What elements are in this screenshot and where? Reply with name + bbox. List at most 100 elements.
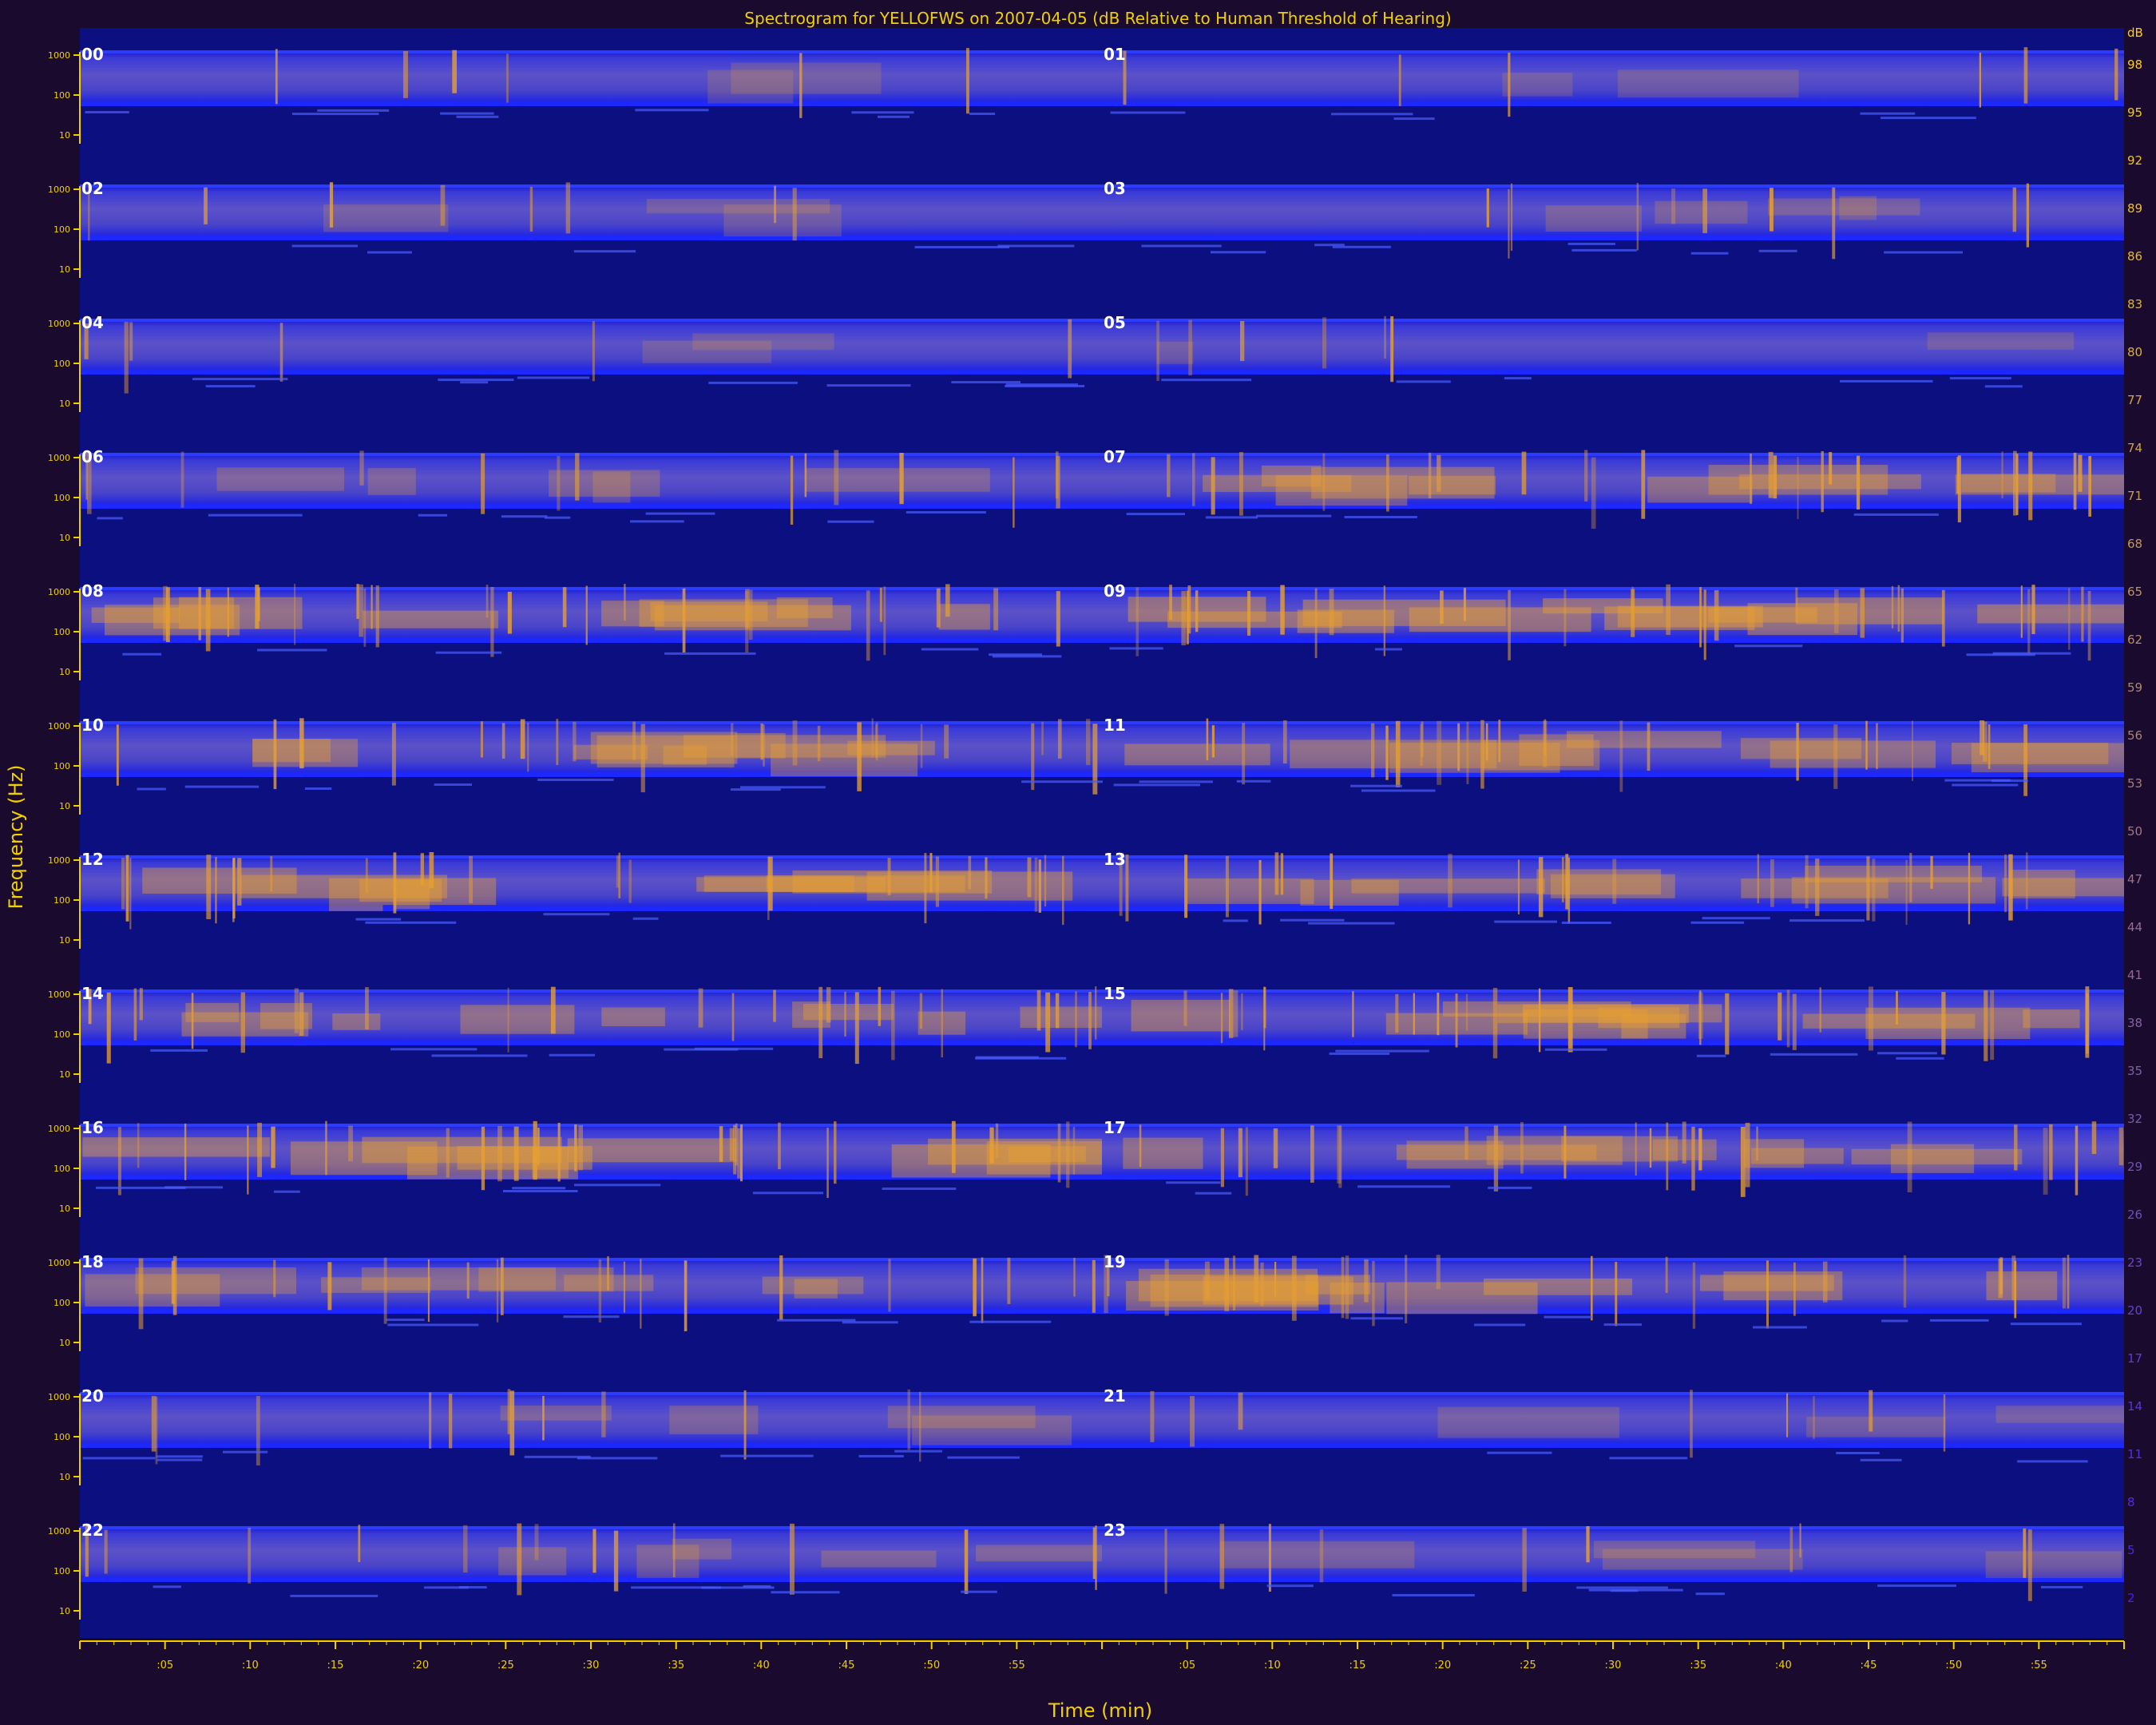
energy-streak <box>951 1120 956 1173</box>
energy-streak <box>356 584 359 619</box>
spectrogram-row: 16 17 1000 100 10 <box>48 1101 2124 1235</box>
energy-streak <box>1345 1255 1349 1319</box>
energy-patch <box>1839 196 1877 220</box>
energy-streak <box>1876 723 1878 770</box>
energy-streak <box>1233 990 1239 1037</box>
noise-dash <box>1770 1053 1858 1056</box>
noise-dash <box>1544 1048 1607 1051</box>
energy-streak <box>1413 993 1415 1035</box>
energy-patch <box>1961 474 2056 493</box>
y-tick-label: 10 <box>59 667 70 677</box>
band-edge <box>80 236 2124 240</box>
energy-streak <box>257 1122 262 1177</box>
energy-streak <box>1671 188 1676 224</box>
energy-streak <box>1980 720 1984 755</box>
energy-streak <box>1988 724 1991 769</box>
energy-patch <box>1519 734 1594 766</box>
energy-streak <box>271 1126 275 1168</box>
energy-patch <box>792 1001 830 1028</box>
noise-dash <box>157 1458 203 1461</box>
noise-dash <box>1571 248 1637 252</box>
noise-dash <box>842 1321 898 1324</box>
noise-dash <box>1350 784 1402 787</box>
energy-streak <box>507 1389 511 1434</box>
energy-streak <box>1206 718 1209 760</box>
colorbar-tick-label: 5 <box>2127 1543 2135 1557</box>
energy-patch <box>1305 1275 1370 1295</box>
energy-streak <box>935 856 939 907</box>
noise-dash <box>631 1586 721 1589</box>
energy-patch <box>332 1013 381 1030</box>
y-tick-label: 10 <box>59 1472 70 1482</box>
noise-dash <box>878 115 910 118</box>
energy-streak <box>2015 454 2019 515</box>
energy-streak <box>1232 1255 1236 1311</box>
hour-label: 09 <box>1104 581 1126 601</box>
energy-streak <box>941 989 943 1058</box>
energy-streak <box>1150 1390 1155 1442</box>
energy-patch <box>1290 740 1497 769</box>
energy-streak <box>1038 859 1041 913</box>
energy-streak <box>1420 724 1423 766</box>
energy-streak <box>2031 585 2035 634</box>
energy-streak <box>469 856 473 903</box>
energy-streak <box>1225 855 1229 918</box>
y-tick-label: 100 <box>54 761 70 771</box>
energy-streak <box>1907 1121 1912 1192</box>
energy-streak <box>507 592 512 634</box>
energy-patch <box>1951 743 2109 764</box>
energy-streak <box>2011 1255 2016 1301</box>
energy-streak <box>204 187 208 224</box>
noise-dash <box>1881 1319 1908 1322</box>
energy-streak <box>1405 1255 1408 1323</box>
energy-streak <box>1364 1259 1369 1303</box>
energy-streak <box>556 719 559 765</box>
energy-streak <box>1390 316 1394 383</box>
energy-streak <box>557 1122 561 1182</box>
energy-streak <box>247 1125 249 1195</box>
x-tick-label: :40 <box>753 1660 770 1671</box>
colorbar-tick-label: 47 <box>2127 872 2142 886</box>
energy-patch <box>663 745 707 765</box>
noise-dash <box>1984 385 2023 388</box>
hour-label: 00 <box>81 45 104 64</box>
noise-dash <box>894 1449 942 1453</box>
energy-streak <box>163 585 168 641</box>
energy-patch <box>361 1267 557 1291</box>
noise-dash <box>1396 380 1451 383</box>
energy-patch <box>1791 877 1995 904</box>
energy-patch <box>1750 1148 1844 1164</box>
energy-patch <box>654 605 851 631</box>
energy-streak <box>165 587 170 642</box>
energy-patch <box>1617 69 1799 98</box>
energy-streak <box>121 858 125 910</box>
energy-streak <box>1690 1390 1693 1458</box>
energy-streak <box>573 721 577 762</box>
energy-streak <box>1866 856 1870 921</box>
energy-streak <box>206 855 212 919</box>
energy-streak <box>1254 1255 1259 1303</box>
energy-streak <box>1341 1256 1345 1319</box>
energy-patch <box>1330 1283 1385 1314</box>
energy-patch <box>362 1136 562 1164</box>
y-tick-label: 100 <box>54 1164 70 1174</box>
noise-dash <box>304 787 332 790</box>
energy-streak <box>1543 720 1548 767</box>
band-edge <box>80 1392 2124 1395</box>
energy-patch <box>1802 1013 1976 1029</box>
energy-streak <box>1224 1257 1229 1311</box>
energy-streak <box>184 1123 187 1180</box>
energy-band <box>80 1394 2124 1445</box>
energy-patch <box>1409 607 1591 632</box>
colorbar-tick-label: 17 <box>2127 1351 2142 1366</box>
noise-dash <box>906 511 986 514</box>
energy-streak <box>513 1126 519 1181</box>
energy-streak <box>1943 1394 1946 1452</box>
noise-dash <box>122 652 162 656</box>
noise-dash <box>1734 644 1803 648</box>
x-tick-label: :05 <box>157 1660 173 1671</box>
band-edge <box>80 184 2124 188</box>
band-edge <box>80 1577 2124 1582</box>
energy-band <box>80 1528 2124 1579</box>
energy-streak <box>1819 987 1821 1033</box>
